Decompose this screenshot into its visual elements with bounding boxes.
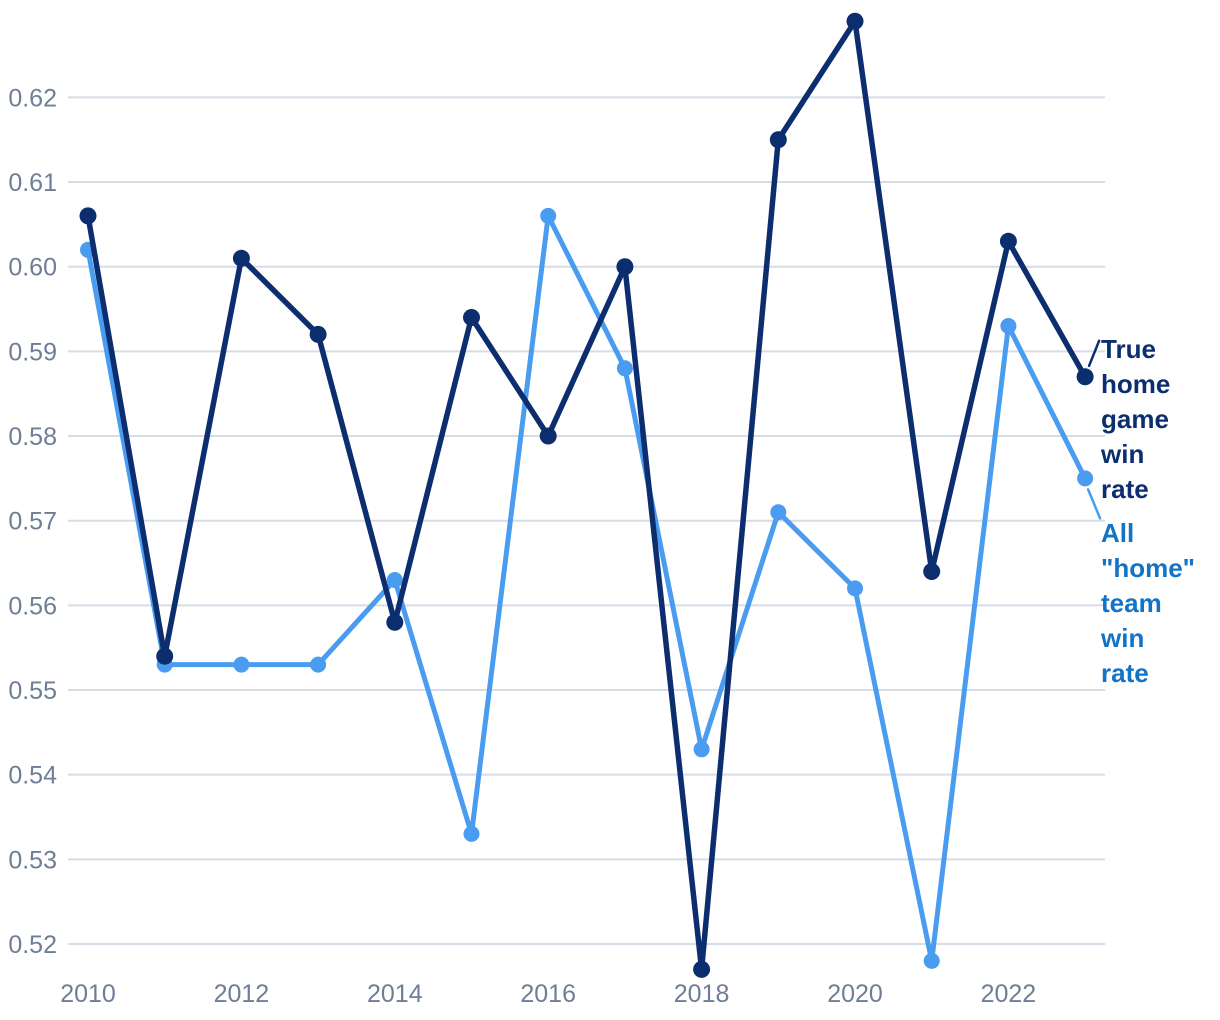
legend-label-all-home-team-win-rate: All "home" team win rate <box>1101 518 1195 688</box>
x-axis-tick-label: 2014 <box>367 980 423 1008</box>
y-axis-tick-label: 0.56 <box>8 592 57 620</box>
data-point-all-home <box>233 656 250 673</box>
legend-leader-line-all-home <box>1086 488 1102 520</box>
series-line-true-home <box>85 18 1088 973</box>
data-point-true-home <box>923 563 941 580</box>
data-point-true-home <box>999 232 1017 250</box>
y-axis-tick-label: 0.55 <box>8 677 57 705</box>
y-axis-tick-label: 0.62 <box>8 84 57 112</box>
data-point-all-home <box>1000 318 1017 334</box>
data-point-all-home <box>923 952 940 969</box>
y-axis-tick-label: 0.61 <box>8 169 57 197</box>
data-point-true-home <box>156 647 174 665</box>
data-point-true-home <box>463 309 480 326</box>
data-point-all-home <box>386 572 403 588</box>
x-axis-tick-label: 2018 <box>674 980 730 1008</box>
y-axis-tick-label: 0.54 <box>8 762 57 790</box>
y-axis-tick-label: 0.60 <box>8 254 57 282</box>
data-point-true-home <box>769 131 787 149</box>
data-point-true-home <box>616 258 634 276</box>
x-axis-tick-label: 2016 <box>520 980 576 1008</box>
data-point-all-home <box>463 825 480 842</box>
legend-leader-line-true-home <box>1087 339 1101 368</box>
legend-label-true-home-game-win-rate: True home game win rate <box>1101 334 1171 504</box>
series-line-all-home <box>85 213 1088 964</box>
y-axis-tick-label: 0.53 <box>8 846 57 874</box>
data-point-true-home <box>693 960 711 978</box>
data-point-true-home <box>539 427 557 445</box>
data-point-true-home <box>1076 368 1094 386</box>
data-point-all-home <box>1077 470 1094 487</box>
data-point-true-home <box>232 249 250 267</box>
data-point-all-home <box>540 207 557 224</box>
x-axis-tick-label: 2010 <box>60 980 116 1008</box>
data-point-true-home <box>79 207 97 225</box>
x-axis-tick-label: 2012 <box>214 980 270 1008</box>
y-axis-tick-label: 0.52 <box>8 931 57 959</box>
x-axis-tick-label: 2020 <box>827 980 883 1008</box>
data-point-true-home <box>309 325 327 343</box>
data-point-all-home <box>616 360 633 377</box>
data-point-all-home <box>693 741 710 758</box>
data-point-all-home <box>847 580 863 597</box>
data-point-all-home <box>770 504 787 521</box>
data-point-all-home <box>310 656 327 673</box>
y-axis-tick-label: 0.57 <box>8 508 57 536</box>
y-axis-tick-label: 0.58 <box>8 423 57 451</box>
data-point-true-home <box>846 12 864 30</box>
x-axis-tick-label: 2022 <box>981 980 1037 1008</box>
y-axis-tick-label: 0.59 <box>8 338 57 366</box>
data-point-true-home <box>386 613 404 631</box>
